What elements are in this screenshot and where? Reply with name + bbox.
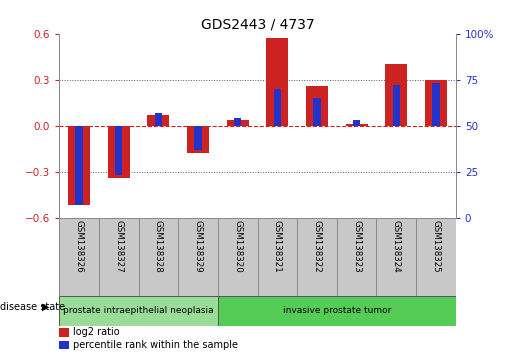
- Bar: [393, 85, 400, 126]
- Bar: [227, 120, 249, 126]
- Bar: [59, 218, 99, 296]
- Text: GSM138329: GSM138329: [194, 220, 202, 273]
- Bar: [218, 218, 258, 296]
- Text: prostate intraepithelial neoplasia: prostate intraepithelial neoplasia: [63, 306, 214, 315]
- Bar: [297, 218, 337, 296]
- Text: invasive prostate tumor: invasive prostate tumor: [283, 306, 391, 315]
- Bar: [139, 218, 178, 296]
- Text: GSM138320: GSM138320: [233, 220, 242, 273]
- Text: GSM138322: GSM138322: [313, 220, 321, 273]
- Bar: [59, 296, 218, 326]
- Bar: [376, 218, 416, 296]
- Bar: [353, 120, 360, 126]
- Bar: [258, 218, 297, 296]
- Bar: [195, 126, 201, 150]
- Text: disease state: disease state: [0, 302, 65, 312]
- Bar: [99, 218, 139, 296]
- Bar: [346, 124, 368, 126]
- Bar: [59, 341, 69, 349]
- Text: GSM138325: GSM138325: [432, 220, 440, 273]
- Text: GSM138328: GSM138328: [154, 220, 163, 273]
- Bar: [147, 115, 169, 126]
- Title: GDS2443 / 4737: GDS2443 / 4737: [201, 17, 314, 31]
- Bar: [306, 86, 328, 126]
- Text: percentile rank within the sample: percentile rank within the sample: [73, 340, 238, 350]
- Bar: [234, 118, 241, 126]
- Text: GSM138324: GSM138324: [392, 220, 401, 273]
- Bar: [314, 98, 320, 126]
- Bar: [187, 126, 209, 153]
- Text: GSM138321: GSM138321: [273, 220, 282, 273]
- Bar: [274, 89, 281, 126]
- Text: GSM138326: GSM138326: [75, 220, 83, 273]
- Text: ▶: ▶: [42, 302, 50, 312]
- Text: GSM138323: GSM138323: [352, 220, 361, 273]
- Bar: [115, 126, 122, 175]
- Bar: [59, 328, 69, 337]
- Bar: [155, 113, 162, 126]
- Text: GSM138327: GSM138327: [114, 220, 123, 273]
- Bar: [433, 83, 439, 126]
- Bar: [416, 218, 456, 296]
- Bar: [76, 126, 82, 205]
- Bar: [108, 126, 130, 178]
- Text: log2 ratio: log2 ratio: [73, 327, 119, 337]
- Bar: [425, 80, 447, 126]
- Bar: [337, 218, 376, 296]
- Bar: [266, 38, 288, 126]
- Bar: [178, 218, 218, 296]
- Bar: [385, 64, 407, 126]
- Bar: [218, 296, 456, 326]
- Bar: [68, 126, 90, 205]
